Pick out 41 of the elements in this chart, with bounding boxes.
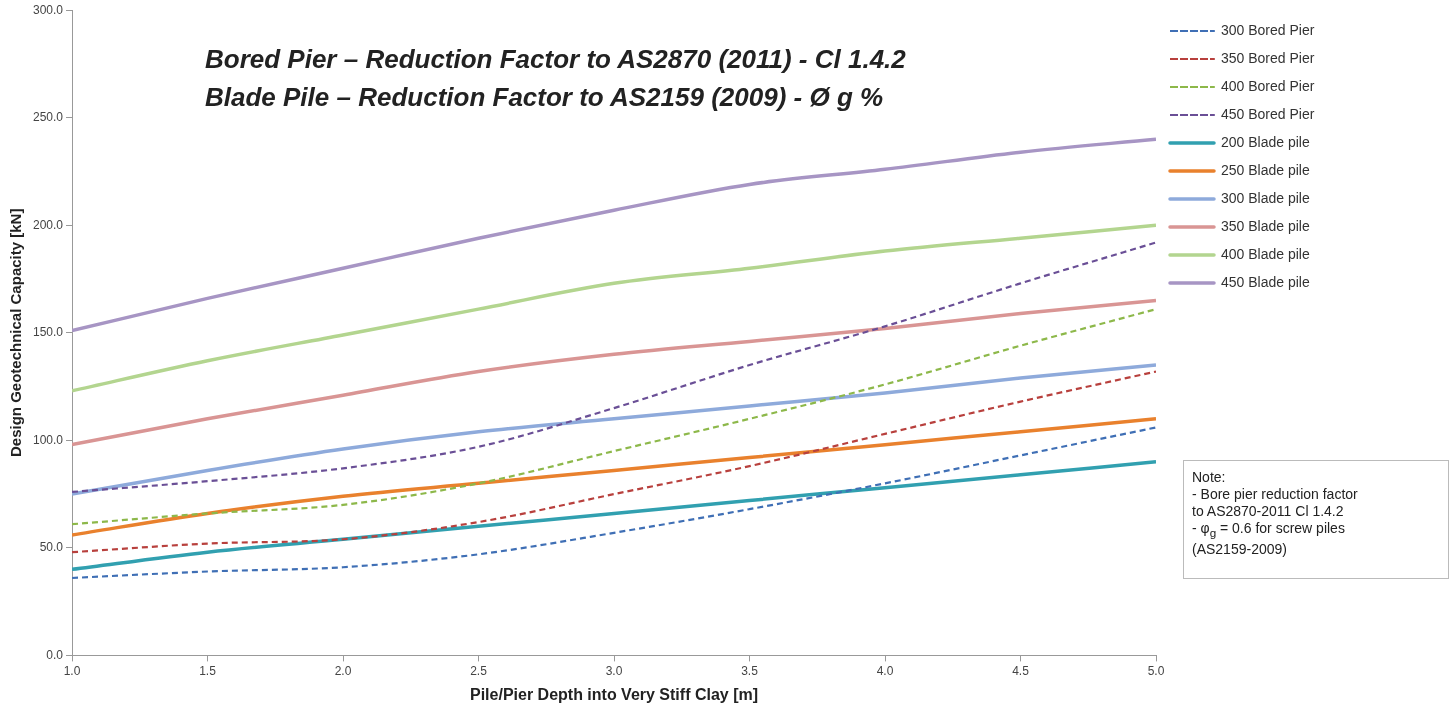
line-series xyxy=(72,426,1156,580)
line-series xyxy=(72,370,1156,554)
x-tick-label: 4.0 xyxy=(876,663,894,678)
legend-label: 350 Blade pile xyxy=(1221,217,1310,234)
y-tick-label: 300.0 xyxy=(33,2,64,17)
y-tick-label: 200.0 xyxy=(33,217,64,232)
text: Blade Pile – Reduction Factor to AS2159 (2009) - Ø g % xyxy=(205,81,885,114)
x-axis-title: Pile/Pier Depth into Very Stiff Clay [m] xyxy=(469,685,759,703)
y-tick-label: 250.0 xyxy=(33,110,64,125)
legend-label: 250 Blade pile xyxy=(1221,161,1310,178)
line-series xyxy=(72,298,1156,447)
text: Bored Pier – Reduction Factor to AS2870 (2011) - Cl 1.4.2 xyxy=(205,43,906,76)
line-series xyxy=(72,417,1156,537)
x-tick-label: 1.5 xyxy=(199,663,217,678)
x-tick-label: 4.5 xyxy=(1012,663,1030,678)
line-series xyxy=(72,363,1156,496)
x-tick-label: 3.5 xyxy=(741,663,759,678)
x-tick-label: 2.5 xyxy=(470,663,488,678)
x-tick-label: 1.0 xyxy=(63,663,81,678)
line-series xyxy=(72,460,1156,572)
legend-label: 400 Blade pile xyxy=(1221,245,1310,262)
x-tick-label: 2.0 xyxy=(334,663,352,678)
y-tick-label: 100.0 xyxy=(33,432,64,447)
line-series xyxy=(72,241,1156,494)
legend-label: 200 Blade pile xyxy=(1221,133,1310,150)
y-tick-label: 150.0 xyxy=(33,325,64,340)
legend-label: 300 Blade pile xyxy=(1221,189,1310,206)
legend-label: 400 Bored Pier xyxy=(1221,77,1315,94)
x-tick-label: 5.0 xyxy=(1147,663,1165,678)
line-series xyxy=(72,223,1156,393)
legend-label: 300 Bored Pier xyxy=(1221,21,1315,38)
text: Note: - Bore pier reduction factor to AS2870-2011 Cl 1.4.2 - φ$_{g}$ = 0.6 for screw piles (AS2159-2009) xyxy=(1183,460,1449,579)
x-tick-label: 3.0 xyxy=(605,663,623,678)
y-tick-label: 0.0 xyxy=(46,647,64,662)
legend-label: 350 Bored Pier xyxy=(1221,49,1315,66)
y-tick-label: 50.0 xyxy=(39,540,64,555)
line-series xyxy=(72,308,1156,526)
line-series xyxy=(72,137,1156,333)
legend-label: 450 Blade pile xyxy=(1221,273,1310,290)
legend-label: 450 Bored Pier xyxy=(1221,105,1315,122)
y-axis-title: Design Geotechnical Capacity [kN] xyxy=(7,208,25,457)
